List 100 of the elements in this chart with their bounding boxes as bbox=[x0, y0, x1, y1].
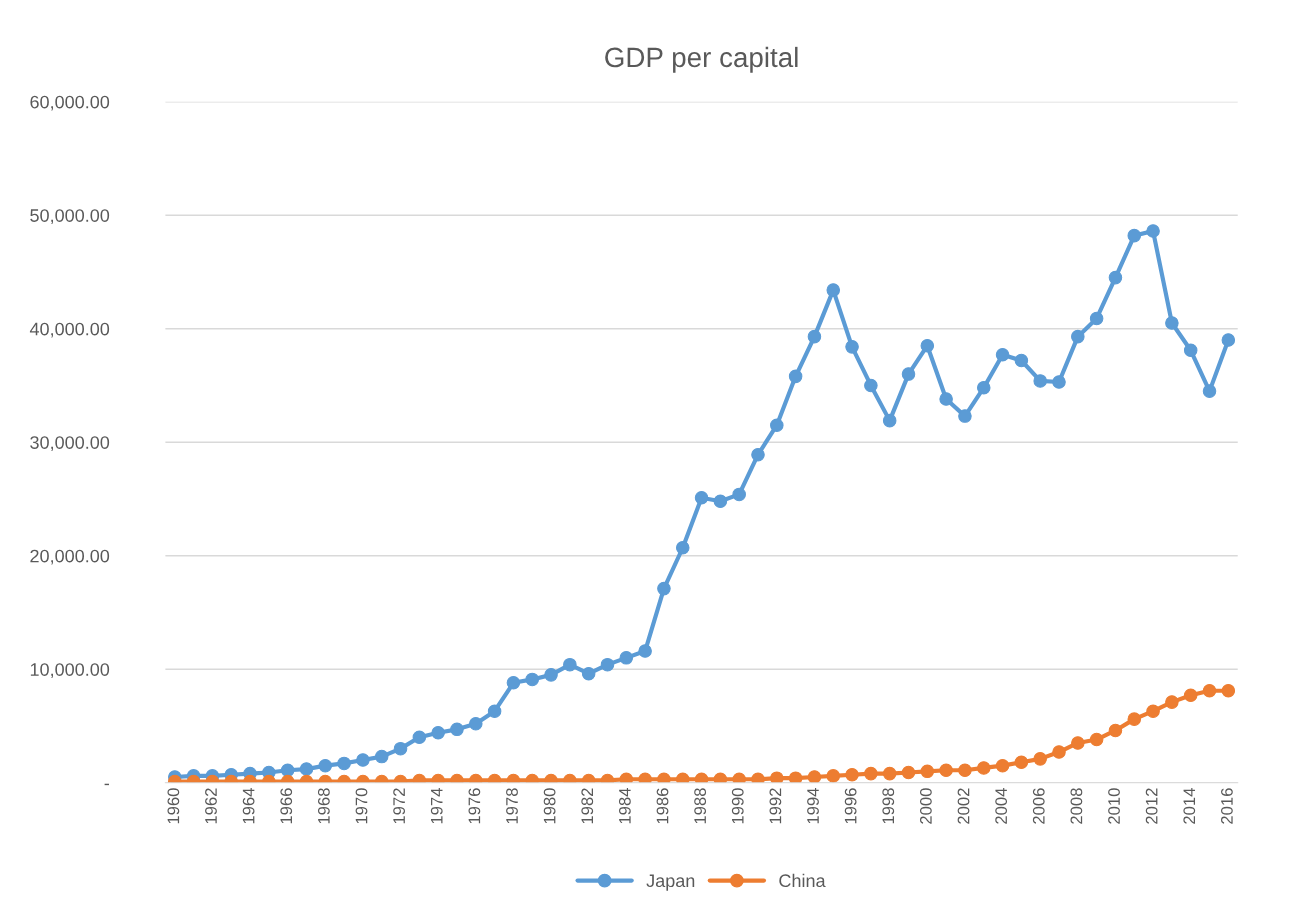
point bbox=[525, 672, 540, 687]
x-tick-label: 2010 bbox=[1108, 788, 1120, 824]
point bbox=[356, 753, 370, 767]
point bbox=[1183, 343, 1198, 358]
point bbox=[751, 772, 765, 783]
point bbox=[1108, 723, 1123, 738]
y-tick-label: 10,000.00 bbox=[30, 663, 110, 679]
point bbox=[600, 657, 615, 672]
x-tick-label: 1974 bbox=[430, 788, 443, 824]
point bbox=[280, 763, 295, 777]
point bbox=[1127, 712, 1142, 726]
point bbox=[1202, 384, 1217, 398]
point bbox=[487, 704, 502, 718]
x-tick-label: 1982 bbox=[581, 788, 594, 824]
x-tick-label: 1996 bbox=[844, 788, 857, 824]
point bbox=[920, 764, 935, 779]
point bbox=[882, 413, 897, 428]
point bbox=[1052, 375, 1066, 389]
point bbox=[1146, 704, 1160, 718]
y-tick-label: 60,000.00 bbox=[30, 95, 110, 111]
point bbox=[1165, 316, 1179, 330]
point bbox=[770, 771, 784, 783]
y-tick-label: 50,000.00 bbox=[30, 209, 110, 225]
point bbox=[1165, 695, 1179, 709]
point bbox=[318, 758, 333, 773]
point bbox=[1146, 224, 1160, 238]
x-tick-label: 2012 bbox=[1145, 788, 1158, 824]
point bbox=[958, 763, 972, 777]
point bbox=[864, 766, 878, 781]
y-tick-label: 20,000.00 bbox=[30, 549, 110, 565]
point bbox=[1127, 228, 1142, 243]
point bbox=[713, 494, 728, 508]
point bbox=[845, 340, 859, 354]
point bbox=[393, 741, 408, 756]
point bbox=[412, 730, 427, 745]
chart-title: GDP per capital bbox=[605, 46, 798, 73]
point bbox=[976, 380, 991, 395]
point bbox=[901, 765, 916, 780]
x-tick-label: 2008 bbox=[1070, 788, 1083, 824]
point bbox=[581, 666, 596, 681]
point bbox=[882, 766, 897, 781]
x-tick-label: 2004 bbox=[995, 788, 1008, 824]
x-tick-label: 1990 bbox=[731, 788, 744, 824]
y-tick-label: - bbox=[104, 783, 110, 786]
x-tick-label: 1986 bbox=[656, 788, 669, 824]
point bbox=[976, 761, 991, 775]
x-tick-label: 1984 bbox=[618, 788, 631, 824]
point bbox=[939, 763, 953, 777]
point bbox=[788, 771, 803, 783]
x-tick-label: 2006 bbox=[1032, 788, 1045, 824]
point bbox=[1071, 736, 1085, 750]
point bbox=[1014, 353, 1029, 368]
point bbox=[1202, 683, 1217, 698]
x-tick-label: 2014 bbox=[1183, 788, 1196, 824]
x-tick-label: 1998 bbox=[882, 788, 895, 824]
point bbox=[563, 657, 577, 672]
legend-label: Japan bbox=[646, 874, 695, 891]
point bbox=[337, 756, 351, 771]
point bbox=[1033, 752, 1047, 766]
point bbox=[1221, 683, 1236, 698]
point bbox=[920, 338, 935, 353]
point bbox=[732, 487, 746, 502]
x-tick-label: 1962 bbox=[205, 788, 217, 824]
point bbox=[1052, 745, 1066, 759]
point bbox=[958, 409, 972, 423]
point bbox=[450, 722, 464, 737]
point bbox=[694, 772, 709, 783]
point bbox=[638, 772, 652, 783]
y-tick-label: 30,000.00 bbox=[30, 436, 110, 452]
x-tick-label: 1976 bbox=[468, 788, 481, 824]
point bbox=[506, 676, 521, 690]
x-tick-label: 1964 bbox=[242, 788, 255, 824]
x-tick-label: 1978 bbox=[506, 788, 518, 824]
point bbox=[713, 772, 728, 783]
x-tick-label: 1966 bbox=[280, 788, 293, 824]
point bbox=[374, 749, 389, 764]
x-tick-label: 1980 bbox=[543, 788, 556, 824]
point bbox=[638, 644, 652, 658]
point bbox=[544, 668, 558, 682]
point bbox=[751, 447, 765, 462]
legend-label: China bbox=[779, 873, 826, 888]
point bbox=[939, 392, 953, 406]
point bbox=[901, 367, 916, 381]
point bbox=[675, 540, 690, 555]
x-tick-label: 1988 bbox=[694, 788, 707, 824]
point bbox=[807, 329, 822, 344]
point bbox=[864, 378, 878, 393]
point bbox=[1183, 688, 1198, 703]
x-tick-label: 1992 bbox=[769, 788, 782, 824]
point bbox=[995, 758, 1010, 773]
x-tick-label: 1972 bbox=[393, 788, 406, 824]
point bbox=[807, 770, 822, 783]
point bbox=[732, 772, 746, 783]
point bbox=[845, 767, 859, 782]
point bbox=[1221, 333, 1236, 347]
point bbox=[770, 418, 784, 432]
point bbox=[469, 716, 483, 731]
point bbox=[299, 762, 314, 776]
point bbox=[657, 772, 671, 783]
point bbox=[788, 369, 803, 384]
